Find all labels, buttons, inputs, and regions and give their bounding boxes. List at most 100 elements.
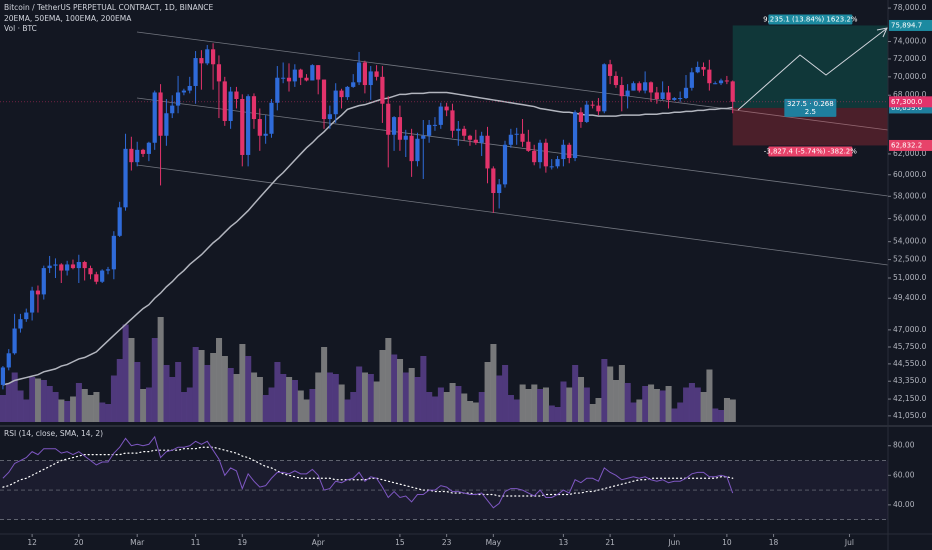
volume-bar bbox=[484, 362, 491, 422]
y-tick-label: 52,500.0 bbox=[893, 255, 927, 264]
y-tick-label: 42,150.0 bbox=[893, 394, 927, 403]
candle-body bbox=[602, 64, 607, 112]
x-tick-label: Jul bbox=[844, 538, 854, 547]
candle-body bbox=[415, 138, 420, 162]
volume-bar bbox=[589, 404, 596, 422]
volume-bar bbox=[443, 392, 450, 422]
volume-bar bbox=[379, 350, 386, 422]
candle-body bbox=[304, 77, 309, 81]
volume-bar bbox=[256, 377, 263, 422]
candle-body bbox=[701, 66, 706, 70]
mid-text: 327.5 · 0.268 bbox=[787, 100, 834, 108]
candle-body bbox=[59, 264, 64, 271]
x-tick-label: 10 bbox=[722, 538, 732, 547]
candle-body bbox=[444, 106, 449, 111]
volume-bar bbox=[683, 387, 690, 422]
candle-body bbox=[76, 262, 81, 269]
candle-body bbox=[88, 268, 93, 275]
candle-body bbox=[672, 98, 677, 100]
stop-tag: 62,832.2 bbox=[891, 141, 922, 149]
volume-bar bbox=[688, 383, 695, 422]
candle-body bbox=[391, 117, 397, 135]
indicators-label: 20EMA, 50EMA, 100EMA, 200EMA bbox=[4, 14, 132, 23]
x-tick-label: 19 bbox=[238, 538, 248, 547]
volume-bar bbox=[408, 368, 415, 422]
candle-body bbox=[351, 82, 356, 87]
x-tick-label: 21 bbox=[605, 538, 615, 547]
candle-body bbox=[216, 64, 222, 82]
candle-body bbox=[6, 353, 11, 368]
candle-body bbox=[181, 90, 187, 93]
candle-body bbox=[432, 124, 438, 126]
channel-bottom bbox=[136, 164, 889, 266]
candle-body bbox=[269, 102, 274, 134]
candle-body bbox=[140, 149, 146, 154]
candle-body bbox=[18, 319, 23, 329]
volume-bar bbox=[677, 402, 684, 422]
volume-bar bbox=[502, 365, 509, 422]
volume-bar bbox=[344, 399, 351, 422]
candle-body bbox=[205, 49, 210, 64]
chart-title: Bitcoin / TetherUS PERPETUAL CONTRACT, 1… bbox=[4, 3, 214, 12]
y-tick-label: 45,750.0 bbox=[893, 342, 927, 351]
channel-top bbox=[136, 31, 889, 131]
volume-bar bbox=[239, 344, 246, 422]
rsi-y-tick-label: 60.00 bbox=[893, 470, 915, 479]
last-price-tag-box bbox=[889, 96, 932, 108]
candle-body bbox=[170, 105, 175, 114]
candle-body bbox=[397, 117, 403, 140]
y-tick-label: 70,000.0 bbox=[893, 72, 927, 81]
volume-bar bbox=[595, 398, 602, 422]
volume-bar bbox=[105, 404, 112, 422]
volume-bar bbox=[321, 347, 328, 422]
candle-body bbox=[654, 92, 659, 99]
volume-bar bbox=[706, 369, 713, 422]
candle-body bbox=[386, 103, 391, 135]
candle-body bbox=[713, 83, 718, 85]
volume-bar bbox=[75, 383, 82, 422]
volume-bar bbox=[245, 356, 252, 422]
candle-body bbox=[590, 104, 595, 106]
candle-body bbox=[251, 96, 257, 120]
candle-body bbox=[310, 65, 315, 81]
candle-body bbox=[210, 49, 216, 65]
volume-bar bbox=[29, 377, 36, 422]
candle-body bbox=[135, 149, 140, 163]
candle-body bbox=[572, 112, 578, 159]
volume-bar bbox=[472, 402, 479, 422]
candle-body bbox=[421, 135, 426, 139]
volume-bar bbox=[192, 347, 199, 422]
candle-body bbox=[356, 62, 362, 83]
volume-bar bbox=[478, 392, 485, 422]
channel-middle bbox=[136, 97, 889, 197]
candle-body bbox=[333, 90, 338, 115]
y-tick-label: 74,000.0 bbox=[893, 37, 927, 46]
volume-bar bbox=[537, 389, 544, 422]
x-tick-label: 13 bbox=[559, 538, 569, 547]
candle-body bbox=[473, 139, 478, 143]
candle-body bbox=[514, 133, 519, 135]
candle-body bbox=[730, 81, 735, 102]
x-tick-label: 23 bbox=[442, 538, 452, 547]
candle-body bbox=[648, 82, 654, 93]
target-tag-box bbox=[889, 19, 932, 31]
candle-body bbox=[508, 134, 513, 145]
candle-body bbox=[532, 150, 537, 163]
volume-bar bbox=[280, 374, 287, 422]
volume-bar bbox=[227, 368, 234, 422]
volume-bar bbox=[297, 390, 304, 422]
candle-body bbox=[257, 119, 262, 136]
volume-bar bbox=[467, 401, 474, 422]
volume-bar bbox=[204, 365, 211, 422]
target-tag: 75,894.7 bbox=[891, 21, 922, 29]
candle-body bbox=[613, 75, 619, 86]
mid-text: 2.5 bbox=[805, 108, 816, 116]
volume-bar bbox=[151, 338, 158, 422]
candle-body bbox=[275, 77, 280, 103]
volume-bar bbox=[169, 377, 176, 422]
volume-bar bbox=[251, 372, 258, 422]
candle-body bbox=[643, 82, 648, 91]
volume-bar bbox=[373, 381, 380, 422]
parallel-channel bbox=[136, 31, 889, 266]
candle-body bbox=[724, 80, 729, 82]
